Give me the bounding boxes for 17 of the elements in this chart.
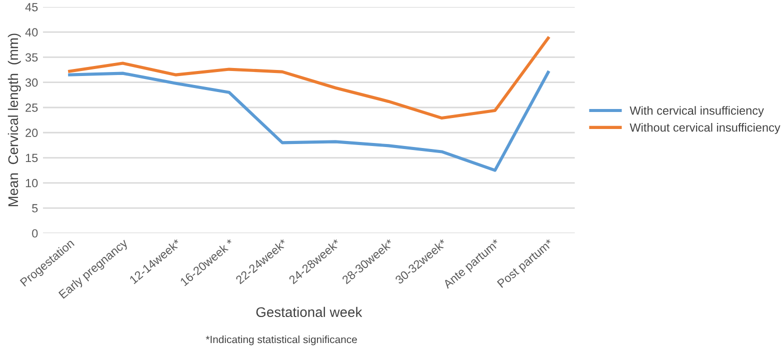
x-axis-title: Gestational week	[256, 306, 362, 318]
y-tick-label: 5	[32, 204, 38, 212]
y-tick-label: 40	[25, 28, 38, 36]
legend-label: Without cervical insufficiency	[630, 123, 780, 134]
text: *Indicating statistical significance	[206, 336, 357, 346]
y-tick-label: 20	[26, 128, 38, 138]
line-series	[68, 70, 550, 172]
y-tick-label: 25	[26, 104, 38, 112]
y-tick-label: 35	[25, 53, 38, 62]
y-tick-label: 30	[25, 78, 38, 87]
line-series	[68, 36, 550, 120]
y-tick-label: 45	[25, 3, 38, 12]
legend-label: With cervical insufficiency	[630, 106, 764, 118]
y-axis-title: Mean Cervical length (mm)	[8, 34, 21, 206]
y-tick-label: 15	[26, 154, 38, 162]
y-tick-label: 10	[26, 178, 38, 188]
y-tick-label: 0	[32, 229, 38, 238]
